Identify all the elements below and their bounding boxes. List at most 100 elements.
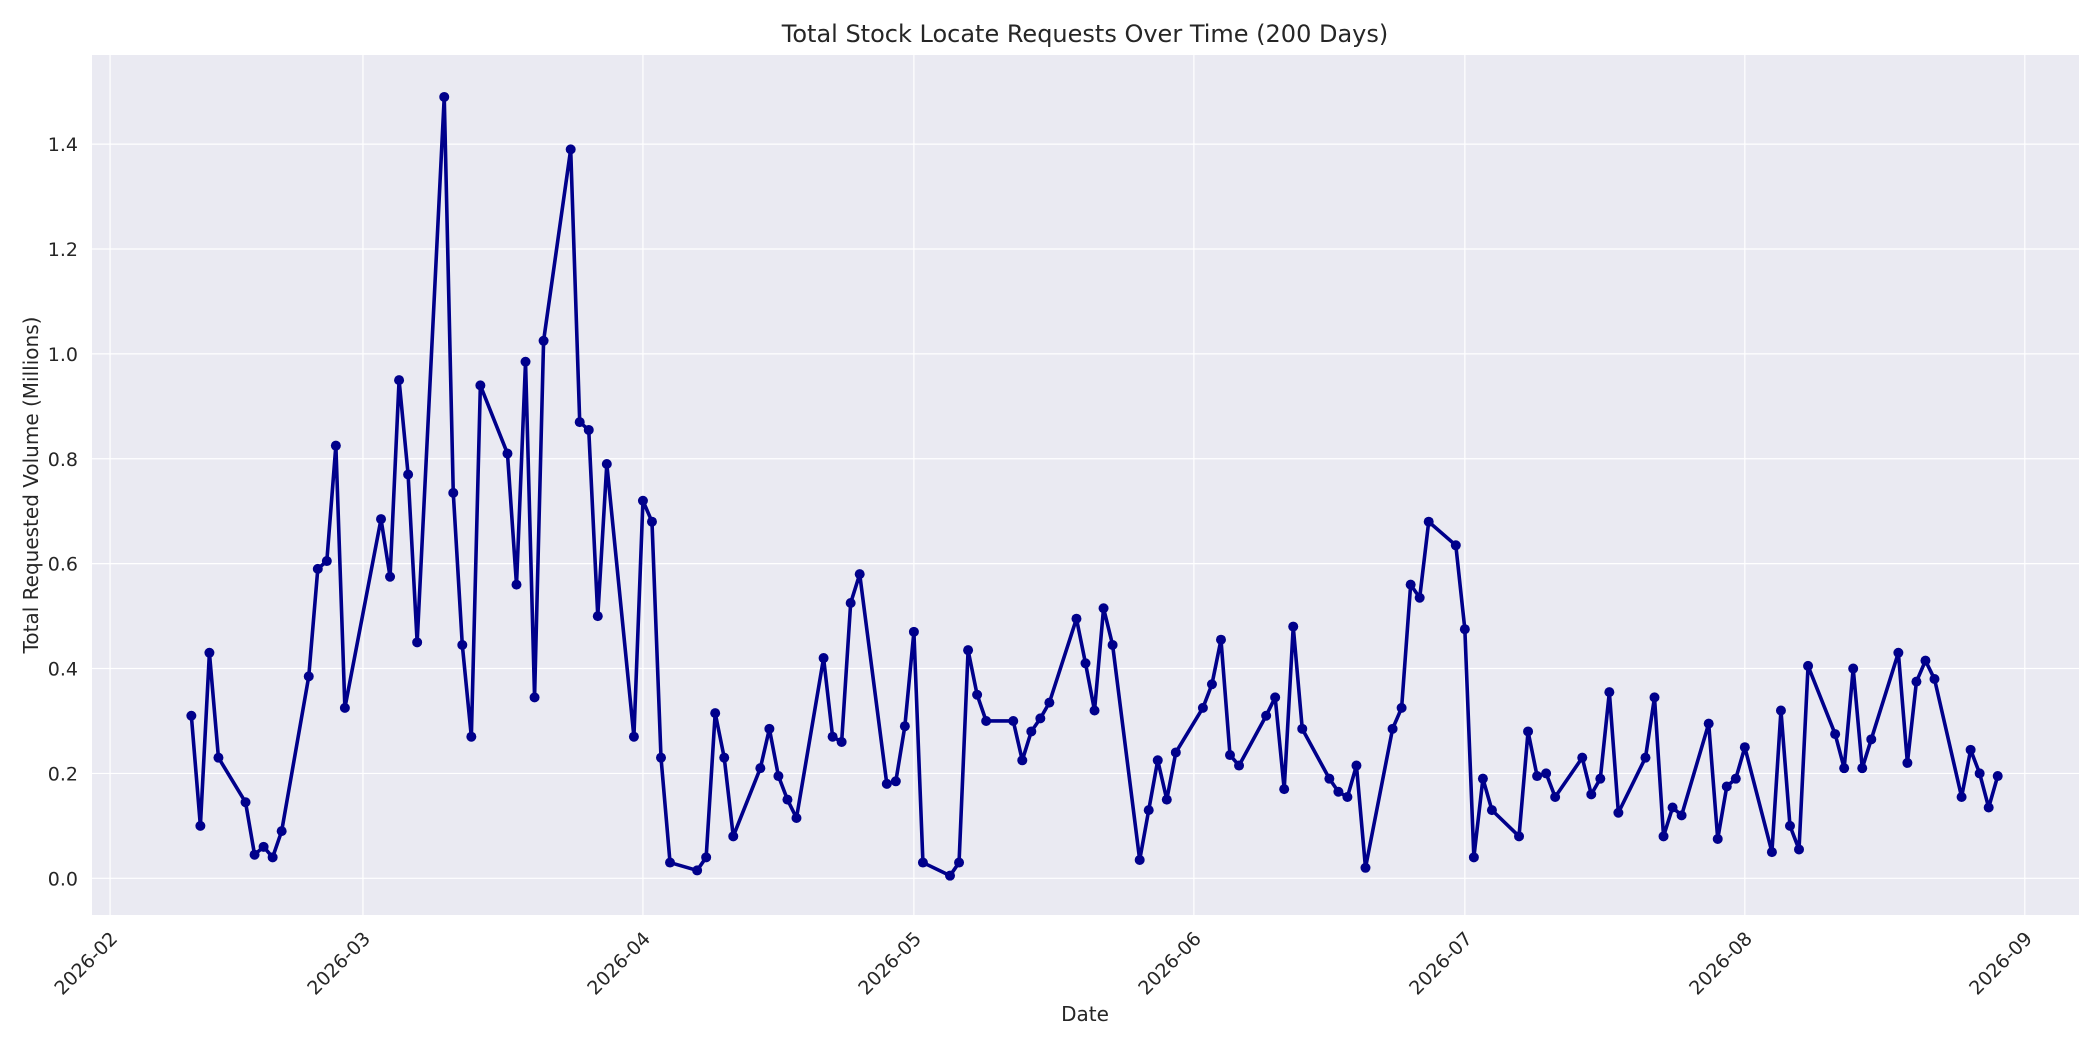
data-point — [1667, 802, 1678, 813]
data-point — [1080, 658, 1091, 669]
data-point — [1288, 621, 1299, 632]
data-point — [195, 820, 206, 831]
data-point — [1775, 705, 1786, 716]
data-point — [836, 736, 847, 747]
data-point — [1586, 789, 1597, 800]
data-point — [1197, 702, 1208, 713]
data-point — [1857, 763, 1868, 774]
data-point — [204, 647, 215, 658]
data-point — [376, 514, 387, 525]
data-point — [1848, 663, 1859, 674]
data-point — [1035, 713, 1046, 724]
data-point — [412, 637, 423, 648]
data-point — [972, 689, 983, 700]
data-point — [1784, 820, 1795, 831]
data-point — [1739, 742, 1750, 753]
data-point — [1929, 674, 1940, 685]
data-point — [448, 487, 459, 498]
data-point — [908, 626, 919, 637]
data-point — [1956, 792, 1967, 803]
data-point — [1098, 603, 1109, 614]
data-point — [1143, 805, 1154, 816]
data-point — [637, 495, 648, 506]
data-point — [475, 380, 486, 391]
data-point — [1703, 718, 1714, 729]
data-point — [574, 417, 585, 428]
data-point — [457, 639, 468, 650]
data-point — [1974, 768, 1985, 779]
data-point — [963, 645, 974, 656]
data-point — [538, 335, 549, 346]
data-point — [773, 771, 784, 782]
data-point — [1721, 781, 1732, 792]
data-point — [1983, 802, 1994, 813]
data-point — [1351, 760, 1362, 771]
data-point — [321, 556, 332, 567]
data-point — [1866, 734, 1877, 745]
data-point — [719, 752, 730, 763]
data-point — [1324, 773, 1335, 784]
y-axis-title: Total Requested Volume (Millions) — [19, 317, 43, 655]
data-point — [845, 597, 856, 608]
data-point — [1613, 807, 1624, 818]
data-point — [1297, 723, 1308, 734]
x-tick-label: 2026-05 — [854, 928, 926, 1000]
data-point — [954, 857, 965, 868]
data-point — [899, 721, 910, 732]
data-point — [1089, 705, 1100, 716]
data-point — [1261, 710, 1272, 721]
data-point — [646, 516, 657, 527]
data-point — [403, 469, 414, 480]
data-point — [692, 865, 703, 876]
x-tick-label: 2026-04 — [583, 928, 655, 1000]
data-point — [1803, 660, 1814, 671]
data-point — [1206, 679, 1217, 690]
data-point — [1640, 752, 1651, 763]
data-point — [1468, 852, 1479, 863]
data-point — [665, 857, 676, 868]
data-point — [1595, 773, 1606, 784]
x-tick-label: 2026-03 — [303, 928, 375, 1000]
data-point — [1387, 723, 1398, 734]
data-point — [764, 723, 775, 734]
data-point — [529, 692, 540, 703]
data-point — [1170, 747, 1181, 758]
data-point — [1577, 752, 1588, 763]
data-point — [1839, 763, 1850, 774]
data-point — [628, 731, 639, 742]
data-point — [710, 708, 721, 719]
data-point — [1514, 831, 1525, 842]
data-point — [1459, 624, 1470, 635]
data-point — [1477, 773, 1488, 784]
data-point — [1532, 771, 1543, 782]
data-point — [330, 440, 341, 451]
data-point — [827, 731, 838, 742]
data-point — [267, 852, 278, 863]
y-tick-label: 0.2 — [48, 763, 78, 785]
data-point — [249, 849, 260, 860]
data-point — [1523, 726, 1534, 737]
data-point — [1712, 833, 1723, 844]
data-point — [782, 794, 793, 805]
data-point — [1134, 854, 1145, 865]
data-point — [656, 752, 666, 763]
data-point — [1008, 715, 1019, 726]
data-point — [240, 797, 251, 808]
data-point — [1360, 862, 1371, 873]
data-point — [1423, 516, 1434, 527]
data-point — [881, 778, 892, 789]
data-point — [1270, 692, 1281, 703]
data-point — [1794, 844, 1805, 855]
data-point — [303, 671, 314, 682]
data-point — [385, 571, 396, 582]
data-point — [1992, 771, 2003, 782]
data-point — [854, 569, 865, 580]
data-point — [917, 857, 928, 868]
data-point — [1550, 792, 1561, 803]
y-tick-label: 0.6 — [48, 554, 78, 576]
data-point — [1676, 810, 1687, 821]
y-tick-label: 0.8 — [48, 449, 78, 471]
data-point — [394, 375, 405, 386]
data-point — [466, 731, 477, 742]
